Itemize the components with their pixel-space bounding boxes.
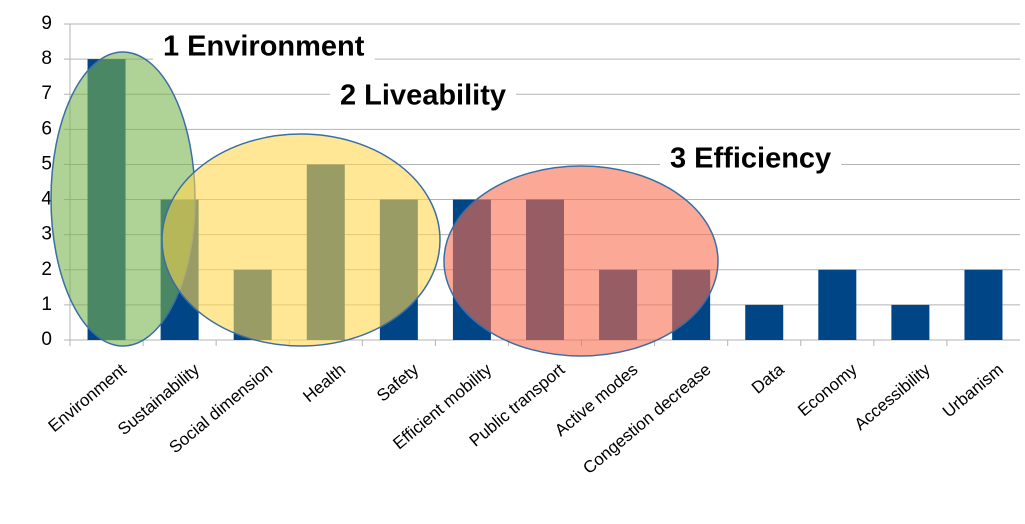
y-tick-label: 7 bbox=[41, 83, 52, 104]
x-tick-label: Congestion decrease bbox=[579, 360, 714, 478]
y-tick-label: 9 bbox=[41, 13, 52, 34]
annotation: 1 Environment bbox=[163, 31, 365, 63]
annotation: 3 Efficiency bbox=[670, 143, 831, 175]
annotation-bg bbox=[153, 30, 375, 63]
x-tick-label: Data bbox=[748, 360, 788, 398]
group-ellipse bbox=[161, 133, 441, 347]
y-tick-label: 2 bbox=[41, 259, 52, 280]
y-tick-label: 1 bbox=[41, 294, 52, 315]
x-tick-label: Accessibility bbox=[851, 360, 935, 434]
annotation: 2 Liveability bbox=[340, 80, 506, 112]
y-tick-label: 4 bbox=[41, 189, 52, 210]
bar bbox=[818, 269, 857, 340]
bar bbox=[745, 304, 784, 340]
x-tick-label: Safety bbox=[373, 360, 423, 406]
x-tick-label: Health bbox=[299, 360, 349, 406]
y-tick-label: 3 bbox=[41, 224, 52, 245]
annotation-bg bbox=[660, 142, 842, 175]
y-tick-label: 6 bbox=[41, 118, 52, 139]
x-tick-label: Economy bbox=[794, 360, 861, 420]
bar bbox=[964, 269, 1003, 340]
x-tick-label: Urbanism bbox=[939, 360, 1007, 421]
annotation-bg bbox=[330, 79, 517, 112]
y-tick-label: 0 bbox=[41, 329, 52, 350]
y-tick-label: 5 bbox=[41, 153, 52, 174]
group-ellipse bbox=[443, 165, 719, 357]
y-tick-label: 8 bbox=[41, 48, 52, 69]
bar bbox=[891, 304, 930, 340]
